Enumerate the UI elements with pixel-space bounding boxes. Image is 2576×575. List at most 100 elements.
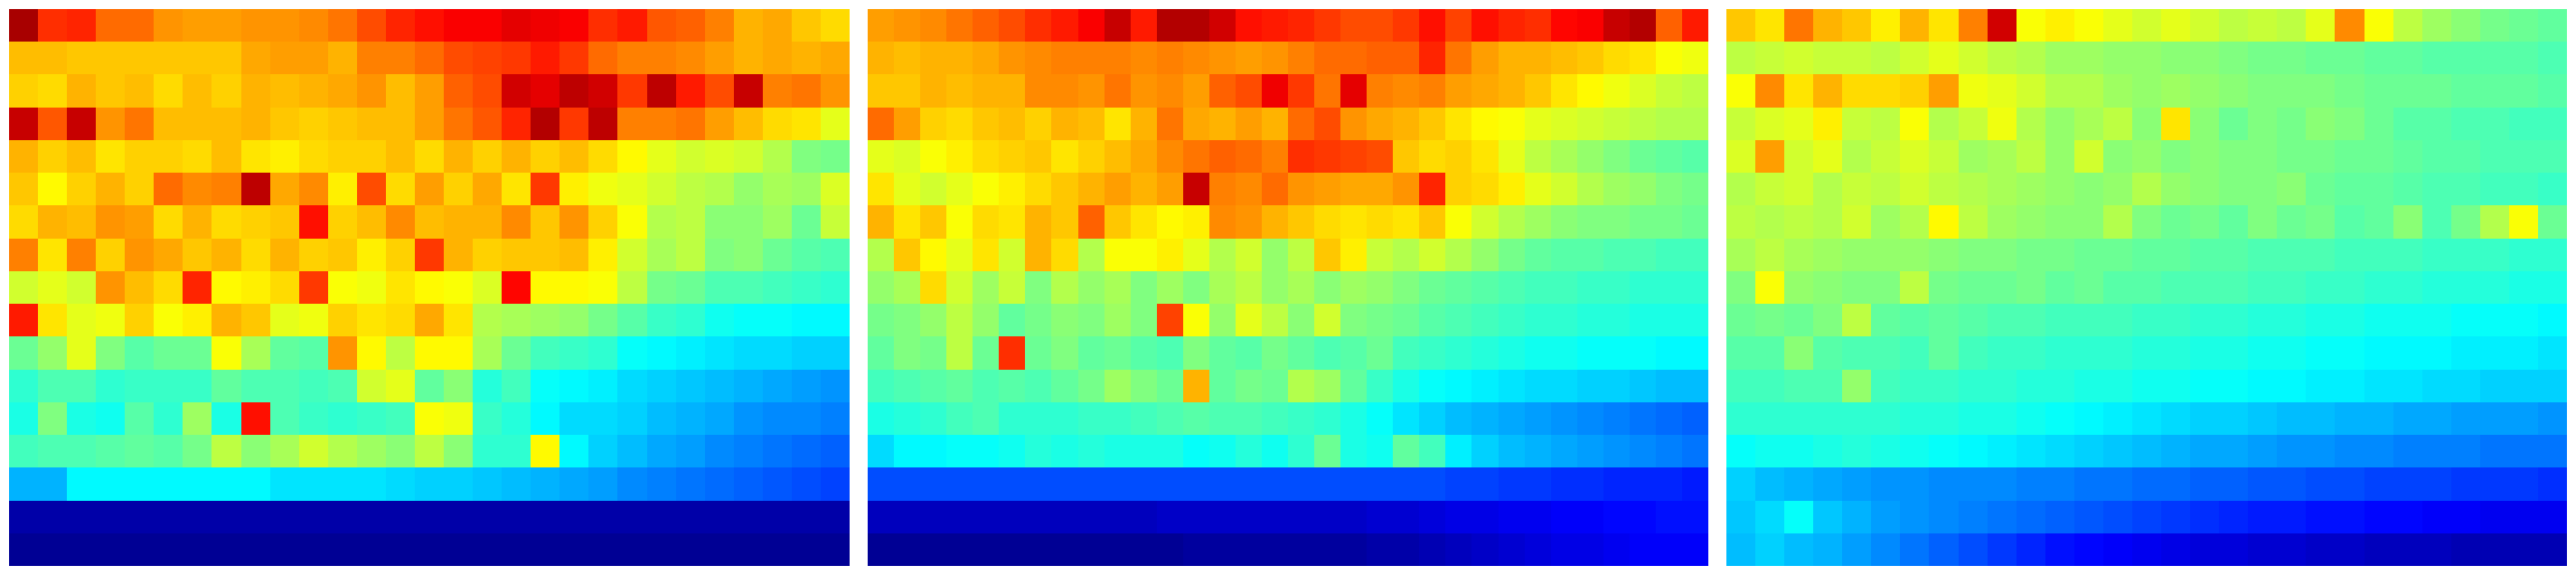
heatmap-cell <box>920 370 946 402</box>
heatmap-cell <box>1603 501 1630 533</box>
heatmap-cell <box>1603 533 1630 566</box>
heatmap-cell <box>2393 74 2422 108</box>
heatmap-cell <box>270 402 299 435</box>
heatmap-cell <box>617 304 647 336</box>
heatmap-cell <box>1314 239 1340 271</box>
heatmap-cell <box>588 467 617 501</box>
heatmap-cell <box>1900 140 1929 173</box>
heatmap-cell <box>1551 205 1577 239</box>
heatmap-cell <box>1209 402 1236 435</box>
heatmap-cell <box>270 336 299 370</box>
heatmap-cell <box>1499 435 1525 467</box>
heatmap-cell <box>1900 9 1929 42</box>
heatmap-cell <box>1813 271 1842 304</box>
heatmap-cell <box>705 435 734 467</box>
heatmap-cell <box>1929 239 1959 271</box>
heatmap-cell <box>270 42 299 74</box>
heatmap-cell <box>2335 467 2364 501</box>
heatmap-cell <box>2306 205 2335 239</box>
heatmap-cell <box>676 271 705 304</box>
heatmap-cell <box>386 467 415 501</box>
heatmap-cell <box>2509 239 2538 271</box>
heatmap-cell <box>1209 108 1236 140</box>
heatmap-cell <box>125 533 154 566</box>
heatmap-cell <box>2045 370 2074 402</box>
heatmap-cell <box>1314 205 1340 239</box>
heatmap-cell <box>1393 435 1419 467</box>
heatmap-cell <box>705 402 734 435</box>
heatmap-cell <box>2480 271 2509 304</box>
heatmap-cell <box>502 74 531 108</box>
heatmap-cell <box>1131 42 1157 74</box>
heatmap-cell <box>502 9 531 42</box>
heatmap-cell <box>2451 140 2480 173</box>
heatmap-cell <box>1988 402 2017 435</box>
heatmap-cell <box>1236 74 1262 108</box>
heatmap-cell <box>2277 370 2306 402</box>
heatmap-cell <box>1784 336 1813 370</box>
heatmap-cell <box>386 533 415 566</box>
heatmap-cell <box>2161 140 2190 173</box>
heatmap-cell <box>2190 336 2219 370</box>
heatmap-cell <box>2190 173 2219 205</box>
heatmap-cell <box>1131 239 1157 271</box>
heatmap-cell <box>444 9 473 42</box>
heatmap-cell <box>2422 271 2451 304</box>
heatmap-cell <box>705 501 734 533</box>
heatmap-cell <box>183 336 212 370</box>
heatmap-cell <box>2248 205 2277 239</box>
heatmap-cell <box>1551 336 1577 370</box>
heatmap-cell <box>973 467 999 501</box>
heatmap-cell <box>212 74 241 108</box>
heatmap-cell <box>38 402 67 435</box>
heatmap-cell <box>1183 205 1209 239</box>
heatmap-cell <box>676 108 705 140</box>
heatmap-cell <box>1630 205 1656 239</box>
heatmap-cell <box>2393 108 2422 140</box>
heatmap-cell <box>1842 271 1871 304</box>
heatmap-cell <box>1262 370 1288 402</box>
heatmap-cell <box>1262 467 1288 501</box>
heatmap-cell <box>96 74 125 108</box>
heatmap-cell <box>2132 467 2161 501</box>
heatmap-cell <box>1105 74 1131 108</box>
heatmap-cell <box>559 74 588 108</box>
heatmap-cell <box>2277 74 2306 108</box>
heatmap-cell <box>2451 173 2480 205</box>
heatmap-cell <box>2132 173 2161 205</box>
heatmap-cell <box>1236 271 1262 304</box>
heatmap-cell <box>1393 336 1419 370</box>
heatmap-cell <box>1813 173 1842 205</box>
heatmap-cell <box>270 271 299 304</box>
heatmap-cell <box>386 9 415 42</box>
heatmap-cell <box>1131 271 1157 304</box>
heatmap-cell <box>415 205 444 239</box>
heatmap-cell <box>1525 205 1551 239</box>
heatmap-cell <box>183 205 212 239</box>
heatmap-cell <box>1630 271 1656 304</box>
heatmap-cell <box>502 533 531 566</box>
heatmap-cell <box>1988 271 2017 304</box>
heatmap-cell <box>676 402 705 435</box>
heatmap-cell <box>1871 467 1900 501</box>
heatmap-cell <box>1183 239 1209 271</box>
heatmap-cell <box>1288 370 1314 402</box>
heatmap-cell <box>1105 533 1131 566</box>
heatmap-cell <box>1288 402 1314 435</box>
heatmap-cell <box>38 42 67 74</box>
heatmap-cell <box>1755 271 1784 304</box>
heatmap-cell <box>9 501 38 533</box>
heatmap-cell <box>559 533 588 566</box>
heatmap-cell <box>1393 42 1419 74</box>
heatmap-cell <box>946 304 973 336</box>
heatmap-cell <box>617 205 647 239</box>
heatmap-cell <box>1471 402 1499 435</box>
heatmap-cell <box>763 108 792 140</box>
heatmap-cell <box>1340 205 1367 239</box>
heatmap-cell <box>2364 205 2393 239</box>
heatmap-cell <box>1025 370 1051 402</box>
heatmap-cell <box>1784 42 1813 74</box>
heatmap-cell <box>241 74 270 108</box>
heatmap-cell <box>1929 173 1959 205</box>
heatmap-cell <box>2422 239 2451 271</box>
